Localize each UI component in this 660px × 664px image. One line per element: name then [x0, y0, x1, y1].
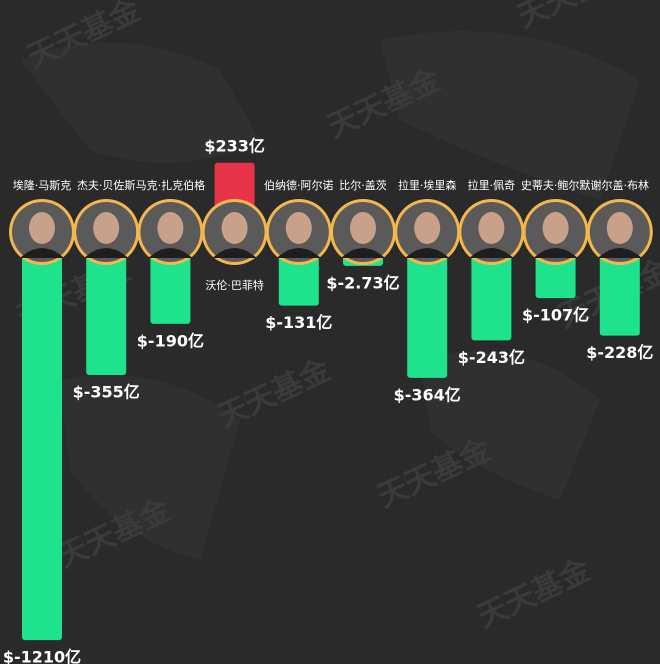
- bar: [407, 250, 448, 378]
- value-label: $-131亿: [265, 313, 332, 332]
- portrait-body: [597, 248, 642, 258]
- portrait-face: [542, 212, 569, 244]
- bar: [86, 250, 127, 376]
- portrait-face: [350, 212, 376, 244]
- world-map: [20, 31, 640, 560]
- portrait-face: [157, 212, 184, 244]
- portrait-body: [533, 248, 578, 258]
- value-label: $-2.73亿: [326, 273, 399, 292]
- bar: [471, 250, 512, 341]
- portrait-face: [221, 212, 248, 244]
- portrait-face: [29, 212, 55, 244]
- value-label: $-355亿: [73, 383, 140, 402]
- portrait-face: [93, 212, 120, 244]
- portrait-face: [478, 212, 505, 244]
- person-name: 马克·扎克伯格: [136, 178, 206, 192]
- value-label: $-243亿: [458, 348, 525, 367]
- portrait-face: [285, 212, 312, 244]
- person-name: 比尔·盖茨: [339, 178, 387, 192]
- value-label: $-190亿: [137, 331, 204, 350]
- portrait-body: [148, 248, 193, 258]
- bar: [599, 250, 640, 336]
- person-name: 谢尔盖·布林: [591, 178, 650, 192]
- person-name: 杰夫·贝佐斯: [77, 178, 136, 192]
- value-label: $-107亿: [522, 306, 589, 325]
- portrait-body: [341, 248, 385, 258]
- portrait-body: [469, 248, 514, 258]
- portrait-body: [84, 248, 129, 258]
- person-name: 伯纳德·阿尔诺: [264, 178, 334, 192]
- person-name: 沃伦·巴菲特: [205, 278, 264, 292]
- portrait-body: [276, 248, 321, 258]
- portrait-body: [405, 248, 450, 258]
- portrait-face: [414, 212, 441, 244]
- portrait-body: [20, 248, 64, 258]
- person-name: 拉里·埃里森: [398, 178, 457, 192]
- portrait-body: [212, 248, 257, 258]
- person-name: 拉里·佩奇: [468, 178, 516, 192]
- value-label: $-1210亿: [3, 648, 81, 664]
- bar: [150, 250, 191, 324]
- person-name: 埃隆·马斯克: [13, 178, 72, 192]
- value-label: $233亿: [204, 136, 265, 155]
- portrait-face: [606, 212, 633, 244]
- value-label: $-364亿: [394, 385, 461, 404]
- bar: [22, 250, 62, 641]
- value-label: $-228亿: [586, 343, 653, 362]
- bar: [278, 250, 319, 306]
- person-name: 史蒂夫·鲍尔默: [521, 178, 591, 192]
